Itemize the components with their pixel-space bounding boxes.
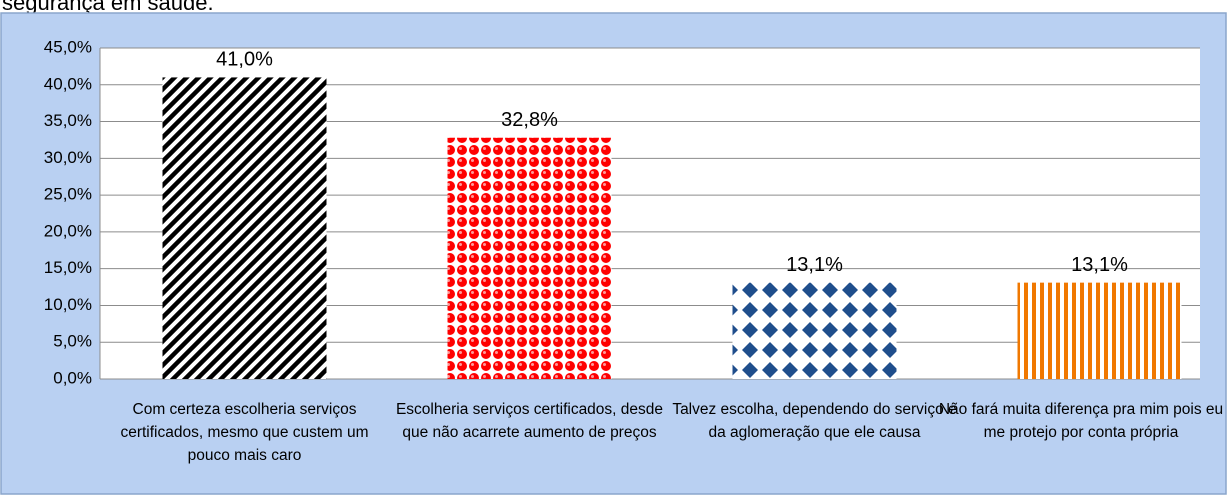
y-tick-label: 10,0%: [44, 295, 92, 314]
bar: [162, 77, 327, 379]
y-tick-label: 5,0%: [53, 332, 92, 351]
value-label: 13,1%: [1071, 254, 1128, 276]
y-tick-label: 0,0%: [53, 368, 92, 387]
y-tick-label: 40,0%: [44, 74, 92, 93]
value-label: 32,8%: [501, 109, 558, 131]
caption: segurança em saúde.: [2, 0, 214, 15]
y-tick-label: 20,0%: [44, 221, 92, 240]
y-tick-label: 15,0%: [44, 258, 92, 277]
y-tick-label: 25,0%: [44, 185, 92, 204]
y-tick-label: 35,0%: [44, 111, 92, 130]
x-tick-label: Com certeza escolheria serviços certific…: [120, 401, 369, 464]
y-tick-label: 30,0%: [44, 148, 92, 167]
x-tick-label: Escolheria serviços certificados, desde …: [395, 401, 664, 441]
value-label: 41,0%: [216, 49, 273, 71]
value-label: 13,1%: [786, 254, 843, 276]
bar: [447, 137, 612, 379]
bar: [1017, 282, 1182, 379]
x-tick-label: Talvez escolha, dependendo do serviço e …: [672, 401, 957, 441]
x-tick-label: Não fará muita diferença pra mim pois eu…: [938, 401, 1224, 441]
y-tick-label: 45,0%: [44, 37, 92, 56]
bar: [732, 282, 897, 379]
